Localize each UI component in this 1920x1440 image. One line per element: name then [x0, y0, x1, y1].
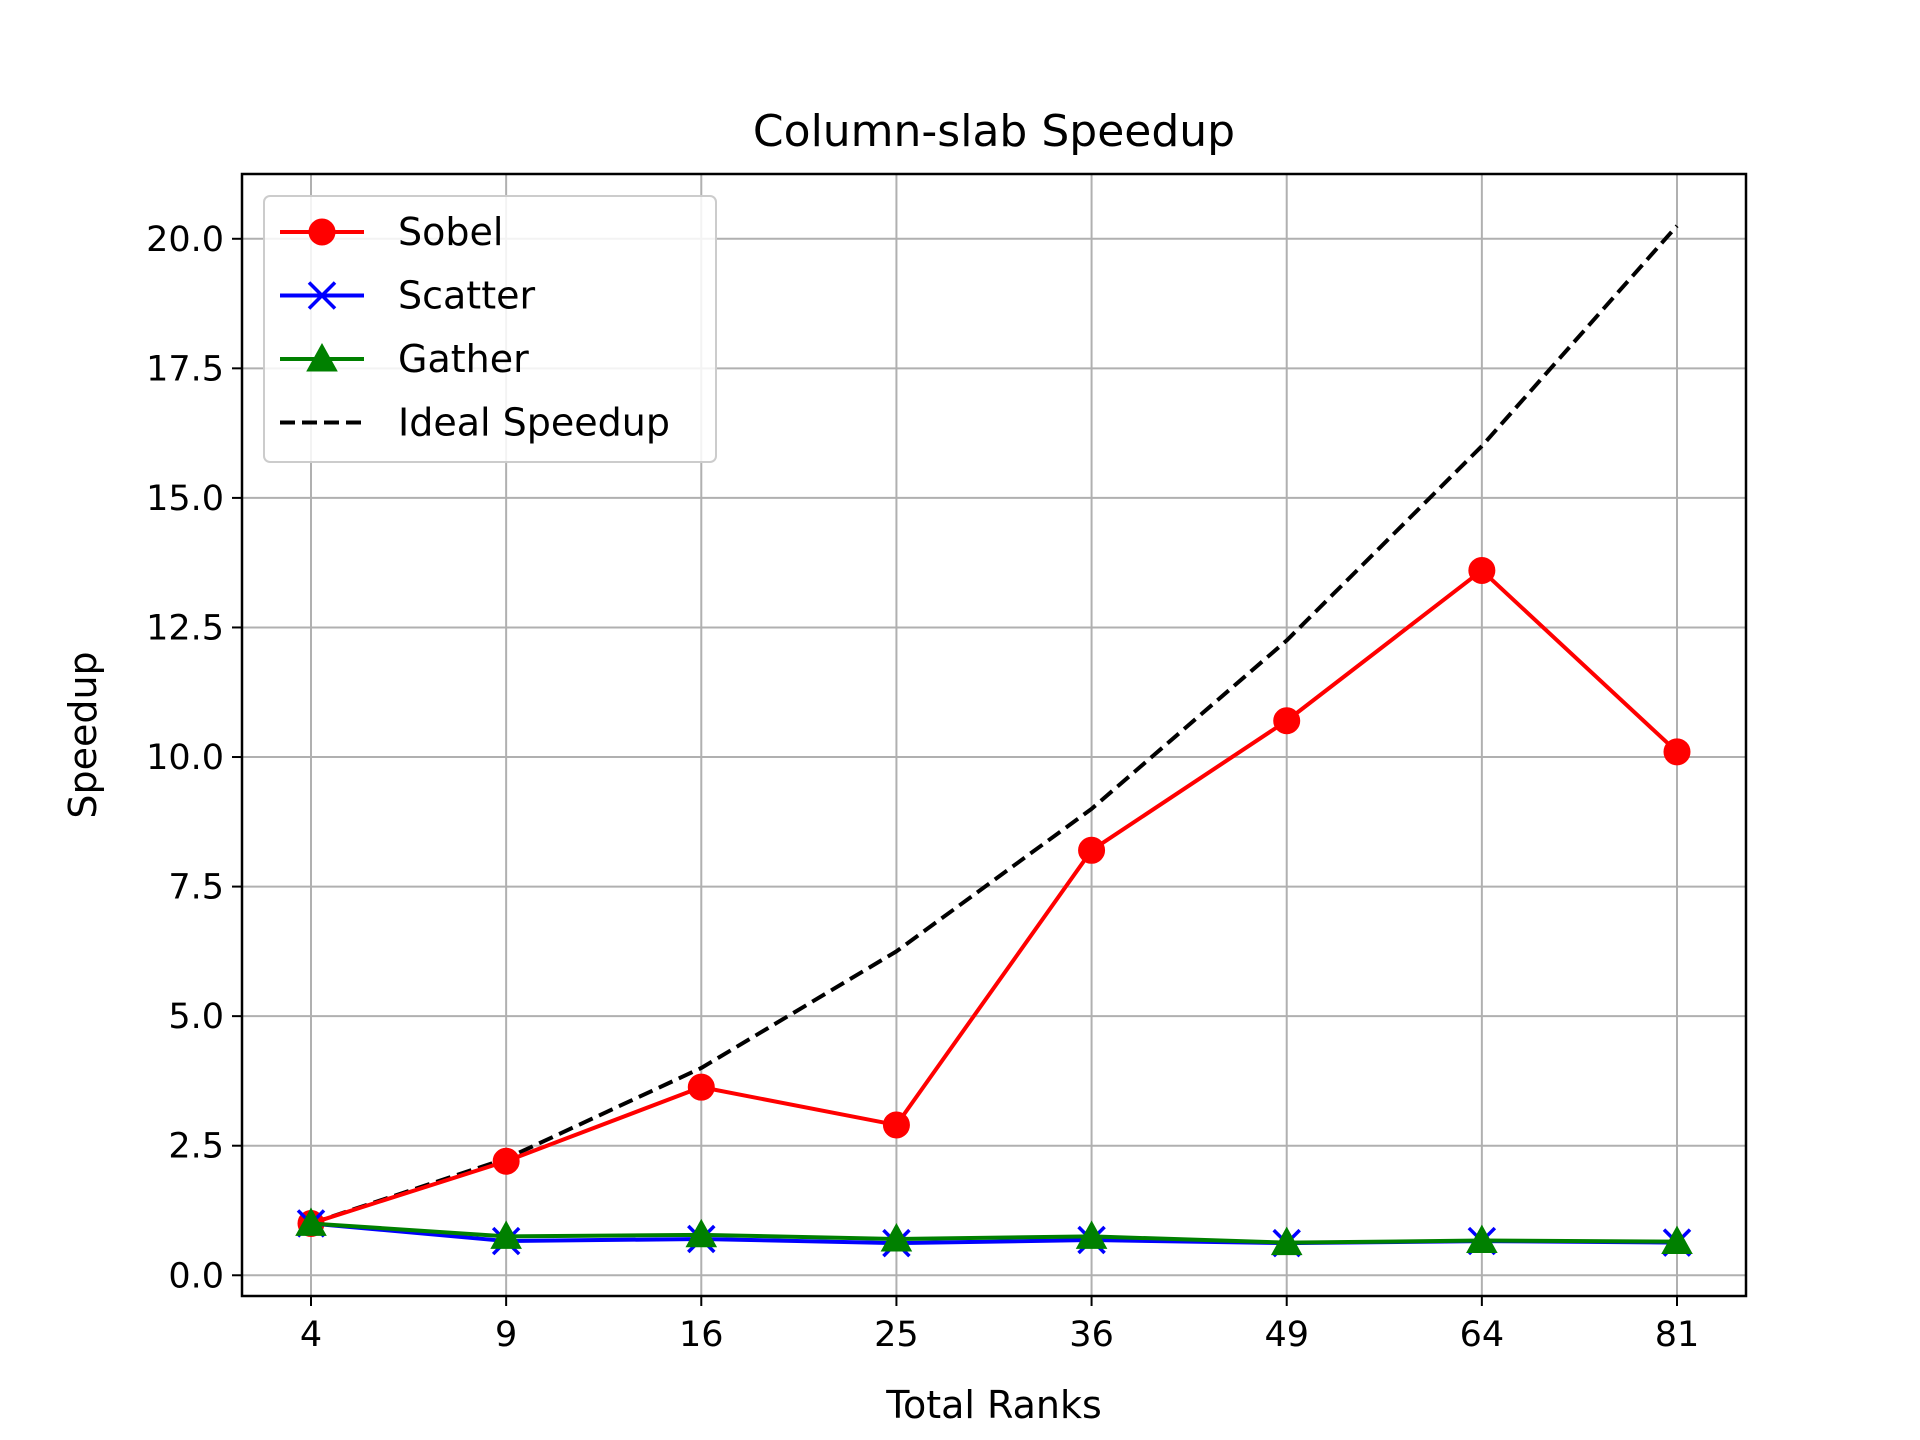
series-ideal-speedup [310, 224, 1679, 1226]
data-point [1468, 556, 1496, 584]
x-tick-label: 81 [1655, 1315, 1700, 1355]
legend-item: Gather [280, 337, 529, 381]
data-point [880, 1223, 913, 1252]
legend-label: Scatter [398, 274, 535, 318]
data-point [1270, 1226, 1303, 1256]
y-tick-label: 7.5 [168, 868, 224, 908]
x-tick-label: 25 [874, 1315, 919, 1355]
data-point [308, 218, 336, 246]
y-tick-label: 10.0 [146, 738, 224, 778]
legend-item: Scatter [280, 274, 535, 318]
legend-label: Sobel [398, 210, 503, 254]
data-point [1078, 836, 1106, 864]
x-tick-label: 36 [1069, 1315, 1114, 1355]
x-axis-ticks: 4 9 16 25 36 49 64 81 [300, 1296, 1699, 1355]
legend-item: Ideal Speedup [280, 401, 670, 445]
y-tick-label: 2.5 [168, 1127, 224, 1167]
data-point [1273, 707, 1301, 735]
series-line [310, 1221, 1678, 1245]
x-tick-label: 49 [1264, 1315, 1309, 1355]
data-point [1663, 738, 1691, 766]
legend-label: Ideal Speedup [398, 401, 670, 445]
legend-label: Gather [398, 337, 529, 381]
data-point [492, 1147, 520, 1175]
data-point [1075, 1220, 1108, 1249]
series-line [310, 568, 1679, 1226]
legend-item: Sobel [280, 210, 503, 254]
plot-frame [240, 172, 1748, 1298]
y-tick-label: 5.0 [168, 997, 224, 1037]
legend-box [263, 195, 717, 463]
series-line [310, 224, 1679, 1226]
y-tick-label: 17.5 [146, 349, 224, 389]
x-tick-label: 9 [495, 1315, 517, 1355]
data-point [306, 343, 338, 372]
y-axis-ticks: 0.0 2.5 5.0 7.5 10.0 12.5 15.0 17.5 20.0 [146, 220, 242, 1296]
data-point [295, 1207, 327, 1236]
y-axis-label: Speedup [61, 651, 105, 818]
data-point [490, 1220, 522, 1249]
y-tick-label: 0.0 [168, 1256, 224, 1296]
legend: Sobel Scatter Gather Ideal Speedup [263, 195, 717, 463]
data-point [307, 281, 337, 310]
y-tick-label: 12.5 [146, 608, 224, 648]
x-axis-label: Total Ranks [885, 1383, 1102, 1427]
data-point [685, 1218, 718, 1248]
data-point [1661, 1225, 1693, 1255]
x-tick-label: 16 [679, 1315, 724, 1355]
x-tick-label: 64 [1460, 1315, 1505, 1355]
data-point [687, 1073, 715, 1101]
chart-title: Column-slab Speedup [753, 106, 1235, 157]
data-point [882, 1111, 910, 1139]
series-gather [295, 1207, 1693, 1256]
data-point [1466, 1224, 1498, 1254]
data-point-stroke [307, 281, 337, 310]
series-lines [295, 224, 1693, 1258]
x-tick-label: 4 [300, 1315, 322, 1355]
y-tick-label: 20.0 [146, 220, 224, 260]
y-tick-label: 15.0 [146, 479, 224, 519]
